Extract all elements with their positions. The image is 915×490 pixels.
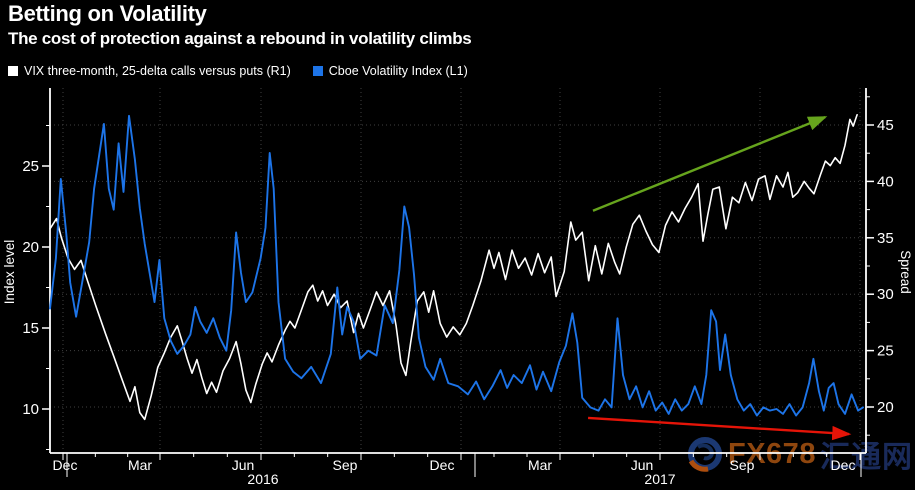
- right-axis-tick-label: 45: [877, 117, 894, 134]
- legend-item-spread: VIX three-month, 25-delta calls versus p…: [8, 64, 291, 78]
- series-line-vix: [49, 114, 864, 417]
- month-label: Mar: [128, 457, 152, 473]
- legend-swatch-white-icon: [8, 66, 18, 76]
- month-label: Mar: [528, 457, 552, 473]
- year-label: 2017: [644, 471, 675, 487]
- legend-item-vix: Cboe Volatility Index (L1): [312, 64, 468, 78]
- left-axis-tick-label: 10: [22, 401, 39, 418]
- left-axis-tick-label: 20: [22, 239, 39, 256]
- legend-label-vix: Cboe Volatility Index (L1): [328, 64, 468, 78]
- rising-spread-arrow: [592, 115, 828, 212]
- annotation-arrows: [587, 115, 852, 441]
- right-axis-tick-label: 35: [877, 230, 894, 247]
- page-subtitle: The cost of protection against a rebound…: [8, 29, 472, 48]
- series-line-spread: [49, 114, 858, 421]
- falling-vix-arrow: [587, 416, 852, 441]
- right-axis-tick-label: 40: [877, 173, 894, 190]
- axes: [49, 88, 867, 454]
- legend-label-spread: VIX three-month, 25-delta calls versus p…: [24, 64, 291, 78]
- left-axis-tick-label: 25: [22, 158, 39, 175]
- month-label: Dec: [53, 457, 78, 473]
- month-label: Sep: [730, 457, 755, 473]
- legend-swatch-blue-icon: [312, 66, 323, 76]
- left-axis-tick-label: 15: [22, 320, 39, 337]
- month-label: Jun: [631, 457, 654, 473]
- month-label: Jun: [232, 457, 255, 473]
- month-label: Dec: [430, 457, 455, 473]
- page-title: Betting on Volatility: [8, 1, 207, 26]
- month-label: Sep: [333, 457, 358, 473]
- right-axis-tick-label: 20: [877, 399, 894, 416]
- axis-labels: 10 15 20 25 20 25 30 35 40 45 Dec Mar Jun Sep Dec Mar Ju…: [22, 117, 893, 487]
- chart-legend: VIX three-month, 25-delta calls versus p…: [8, 64, 490, 78]
- right-axis-tick-label: 30: [877, 286, 894, 303]
- month-label: Dec: [831, 457, 856, 473]
- series-lines: [49, 114, 864, 421]
- right-axis-tick-label: 25: [877, 343, 894, 360]
- axis-ticks: [42, 96, 874, 477]
- right-axis-title: Spread: [898, 250, 913, 294]
- gridlines: [50, 88, 866, 453]
- left-axis-title: Index level: [2, 240, 17, 305]
- year-label: 2016: [247, 471, 278, 487]
